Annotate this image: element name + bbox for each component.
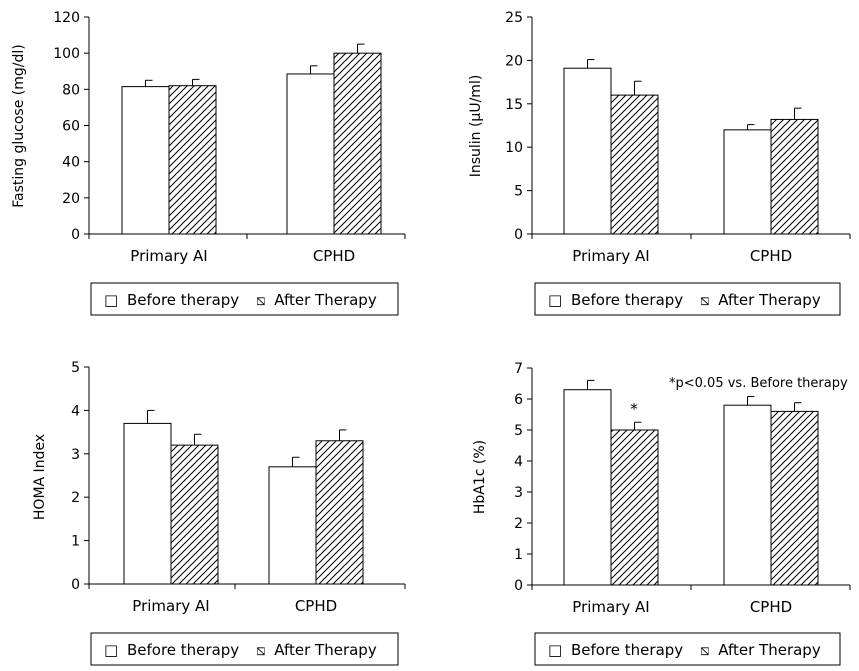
x-tick-label: Primary AI: [572, 247, 649, 265]
significance-note: *p<0.05 vs. Before therapy: [669, 376, 848, 391]
y-tick-label: 1: [514, 547, 523, 563]
x-tick-label: Primary AI: [130, 247, 207, 265]
legend-before-label: Before therapy: [571, 291, 683, 309]
bar-before-therapy: [563, 389, 612, 586]
legend-after-label: After Therapy: [718, 291, 821, 309]
y-tick-label: 5: [71, 360, 80, 376]
svg-text:□ Before therapy: □ Before therapy ⧅ After Therapy: [548, 291, 821, 309]
y-tick-label: 15: [505, 97, 523, 113]
y-tick-label: 0: [71, 577, 80, 593]
legend-before-symbol: □: [548, 291, 562, 309]
y-tick-label: 60: [62, 119, 80, 135]
plot-homa-index: 0 1 2 3 4 5 Primary AI CPHD: [71, 360, 406, 615]
legend-insulin: □ Before therapy ⧅ After Therapy: [534, 282, 841, 316]
legend-before-label: Before therapy: [571, 641, 683, 659]
y-tick-label: 25: [505, 10, 523, 26]
plot-hba1c: 0 1 2 3 4 5 6 7 Primary AI CPHD: [514, 361, 851, 616]
bar-after-therapy: [770, 118, 819, 235]
bar-before-therapy: [121, 86, 170, 235]
y-tick-label: 5: [514, 184, 523, 200]
y-tick-label: 2: [71, 490, 80, 506]
legend-homa-index: □ Before therapy ⧅ After Therapy: [90, 632, 399, 666]
legend-box: [534, 632, 841, 666]
svg-text:□ Before therapy: □ Before therapy ⧅ After Therapy: [548, 641, 821, 659]
x-tick-label: CPHD: [313, 247, 355, 265]
legend-fasting-glucose: □ Before therapy ⧅ After Therapy: [90, 282, 399, 316]
legend-box: [534, 282, 841, 316]
y-tick-label: 1: [71, 534, 80, 550]
legend-after-symbol: ⧅: [256, 291, 266, 309]
bar-after-therapy: [333, 52, 382, 235]
legend-box: [90, 632, 399, 666]
panel-insulin: 0 5 10 15 20 25 Primary AI CPHD Insulin (μU/ml)…: [468, 10, 851, 316]
legend-after-label: After Therapy: [274, 291, 377, 309]
x-tick-label: CPHD: [750, 247, 792, 265]
svg-text:□ Before therapy: □ Before therapy ⧅ After Therapy: [104, 291, 377, 309]
bar-after-therapy: [315, 440, 364, 585]
y-tick-label: 6: [514, 392, 523, 408]
y-tick-label: 20: [62, 191, 80, 207]
x-tick-label: Primary AI: [572, 598, 649, 616]
y-tick-label: 3: [514, 485, 523, 501]
plot-insulin: 0 5 10 15 20 25 Primary AI CPHD: [505, 10, 851, 265]
y-tick-label: 5: [514, 423, 523, 439]
bar-after-therapy: [610, 94, 659, 235]
y-tick-label: 4: [71, 403, 80, 419]
x-tick-label: CPHD: [295, 597, 337, 615]
y-tick-label: 0: [71, 227, 80, 243]
bar-before-therapy: [286, 73, 335, 235]
y-tick-label: 100: [53, 46, 80, 62]
bar-before-therapy: [123, 422, 172, 585]
legend-after-label: After Therapy: [718, 641, 821, 659]
ylabel-insulin: Insulin (μU/ml): [468, 75, 484, 178]
bar-after-therapy: [168, 85, 217, 235]
x-tick-label: Primary AI: [132, 597, 209, 615]
svg-text:□ Before therapy: □ Before therapy ⧅ After Therapy: [104, 641, 377, 659]
panel-hba1c: 0 1 2 3 4 5 6 7 Primary AI CPHD HbA1c (%) □ Befor…: [472, 361, 851, 666]
plot-fasting-glucose: 0 20 40 60 80 100 120 Primary AI CPHD: [53, 10, 406, 265]
legend-before-symbol: □: [548, 641, 562, 659]
significance-star: *: [630, 400, 638, 418]
y-tick-label: 120: [53, 10, 80, 26]
legend-before-label: Before therapy: [127, 291, 239, 309]
legend-after-symbol: ⧅: [256, 641, 266, 659]
y-tick-label: 0: [514, 227, 523, 243]
bar-after-therapy: [770, 410, 819, 586]
bar-before-therapy: [563, 67, 612, 235]
y-tick-label: 10: [505, 140, 523, 156]
legend-box: [90, 282, 399, 316]
y-tick-label: 40: [62, 155, 80, 171]
bar-before-therapy: [723, 404, 772, 586]
legend-before-symbol: □: [104, 641, 118, 659]
y-tick-label: 4: [514, 454, 523, 470]
legend-hba1c: □ Before therapy ⧅ After Therapy: [534, 632, 841, 666]
x-tick-label: CPHD: [750, 598, 792, 616]
ylabel-hba1c: HbA1c (%): [472, 440, 488, 514]
ylabel-fasting-glucose: Fasting glucose (mg/dl): [11, 44, 27, 207]
y-tick-label: 0: [514, 578, 523, 594]
y-tick-label: 20: [505, 53, 523, 69]
bar-after-therapy: [170, 444, 219, 585]
legend-after-label: After Therapy: [274, 641, 377, 659]
legend-before-symbol: □: [104, 291, 118, 309]
y-tick-label: 2: [514, 516, 523, 532]
legend-before-label: Before therapy: [127, 641, 239, 659]
panel-homa-index: 0 1 2 3 4 5 Primary AI CPHD HOMA Index □ Before…: [32, 360, 406, 666]
bar-before-therapy: [268, 466, 317, 585]
y-tick-label: 80: [62, 82, 80, 98]
y-tick-label: 7: [514, 361, 523, 377]
bar-after-therapy: [610, 429, 659, 586]
panel-fasting-glucose: 0 20 40 60 80 100 120 Primary AI CPHD Fasting gl…: [11, 10, 406, 316]
y-tick-label: 3: [71, 447, 80, 463]
bar-before-therapy: [723, 129, 772, 235]
legend-after-symbol: ⧅: [700, 641, 710, 659]
legend-after-symbol: ⧅: [700, 291, 710, 309]
ylabel-homa-index: HOMA Index: [32, 434, 48, 520]
